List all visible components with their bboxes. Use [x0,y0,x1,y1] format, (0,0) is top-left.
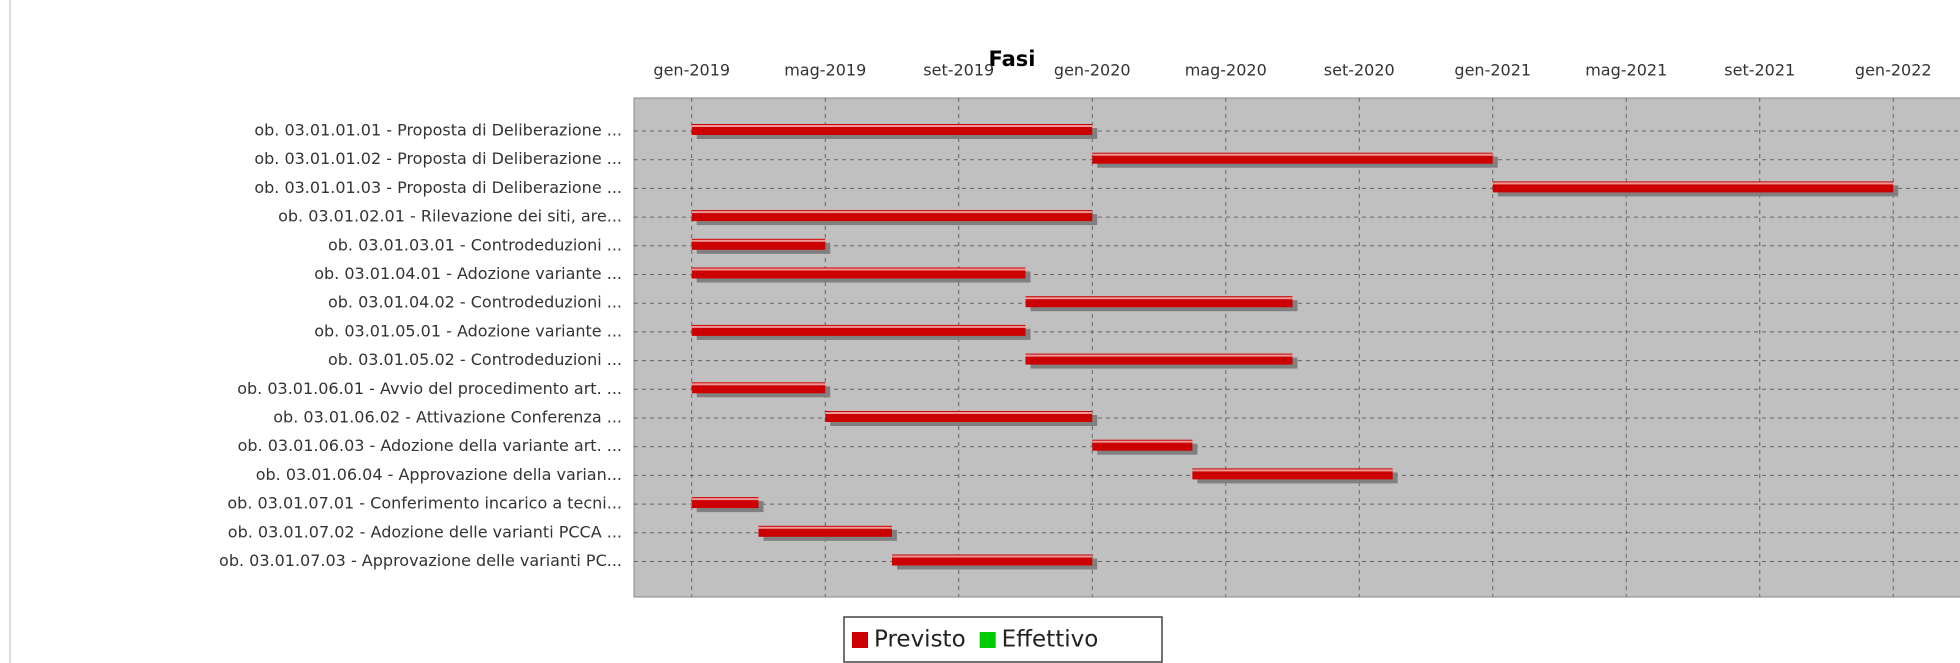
bar [691,210,1093,222]
y-tick-label: ob. 03.01.05.01 - Adozione variante ... [314,321,622,340]
legend-label: Previsto [874,627,966,653]
bar-highlight [1025,354,1293,357]
bar [1192,468,1393,480]
x-tick-label: gen-2021 [1454,61,1531,80]
bar [691,497,759,509]
bar-highlight [1092,440,1193,443]
bar-highlight [1025,297,1293,300]
y-tick-label: ob. 03.01.06.02 - Attivazione Conferenza… [273,408,622,427]
legend-label: Effettivo [1002,627,1099,653]
y-tick-label: ob. 03.01.01.02 - Proposta di Deliberazi… [254,149,622,168]
y-tick-label: ob. 03.01.03.01 - Controdeduzioni ... [328,235,622,254]
bar-highlight [691,268,1026,271]
x-tick-label: mag-2020 [1185,61,1267,80]
y-tick-label: ob. 03.01.07.02 - Adozione delle variant… [228,522,622,541]
y-tick-label: ob. 03.01.04.01 - Adozione variante ... [314,264,622,283]
y-tick-label: ob. 03.01.07.01 - Conferimento incarico … [227,494,622,513]
bar-highlight [691,125,1093,127]
bar [691,238,826,250]
bar [758,525,892,537]
bar [825,411,1093,422]
y-tick-label: ob. 03.01.06.01 - Avvio del procedimento… [237,379,622,398]
bar [1492,181,1894,193]
bar [1025,353,1293,365]
bar [1092,152,1493,164]
x-tick-label: gen-2020 [1054,61,1131,80]
legend-swatch [979,632,996,648]
bar [892,554,1093,566]
bar [691,267,1026,279]
bar-highlight [825,412,1093,414]
legend [843,616,1163,663]
bar [691,324,1026,336]
x-tick-label: gen-2019 [653,61,730,80]
chart-title: Fasi [989,47,1036,71]
y-tick-label: ob. 03.01.06.04 - Approvazione della var… [256,465,622,484]
x-tick-label: set-2020 [1324,61,1395,80]
bar-highlight [691,383,826,386]
bar-highlight [691,211,1093,214]
bar-highlight [691,498,759,501]
x-tick-label: set-2021 [1724,61,1795,80]
bar [1092,439,1193,451]
y-tick-label: ob. 03.01.02.01 - Rilevazione dei siti, … [278,207,622,226]
bar [691,382,826,394]
bar [1025,296,1293,308]
x-tick-label: set-2019 [923,61,994,80]
y-tick-label: ob. 03.01.01.01 - Proposta di Deliberazi… [254,121,622,140]
legend-swatch [852,632,868,648]
bar-highlight [691,325,1026,328]
bar-highlight [691,239,826,242]
bar-highlight [1092,153,1493,156]
y-tick-label: ob. 03.01.07.03 - Approvazione delle var… [219,551,622,570]
x-tick-label: mag-2019 [784,61,866,80]
bar-highlight [892,555,1093,558]
y-tick-label: ob. 03.01.04.02 - Controdeduzioni ... [328,293,622,312]
y-tick-label: ob. 03.01.01.03 - Proposta di Deliberazi… [254,178,622,197]
x-tick-label: mag-2021 [1585,61,1667,80]
bar [691,124,1093,135]
y-tick-label: ob. 03.01.06.03 - Adozione della variant… [238,436,622,455]
bar-highlight [1492,182,1894,185]
x-tick-label: gen-2022 [1855,61,1932,80]
bar-highlight [1192,469,1393,472]
y-tick-label: ob. 03.01.05.02 - Controdeduzioni ... [328,350,622,369]
plot-area [633,97,1960,598]
bar-highlight [758,526,892,529]
